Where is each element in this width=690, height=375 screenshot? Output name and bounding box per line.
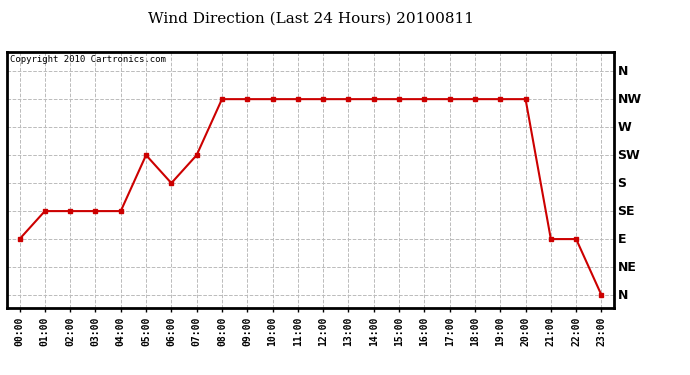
Text: E: E (618, 232, 626, 246)
Text: Wind Direction (Last 24 Hours) 20100811: Wind Direction (Last 24 Hours) 20100811 (148, 11, 473, 25)
Text: N: N (618, 288, 628, 302)
Text: W: W (618, 121, 631, 134)
Text: NE: NE (618, 261, 636, 274)
Text: N: N (618, 64, 628, 78)
Text: Copyright 2010 Cartronics.com: Copyright 2010 Cartronics.com (10, 55, 166, 64)
Text: NW: NW (618, 93, 642, 106)
Text: S: S (618, 177, 627, 190)
Text: SE: SE (618, 205, 635, 218)
Text: SW: SW (618, 148, 640, 162)
